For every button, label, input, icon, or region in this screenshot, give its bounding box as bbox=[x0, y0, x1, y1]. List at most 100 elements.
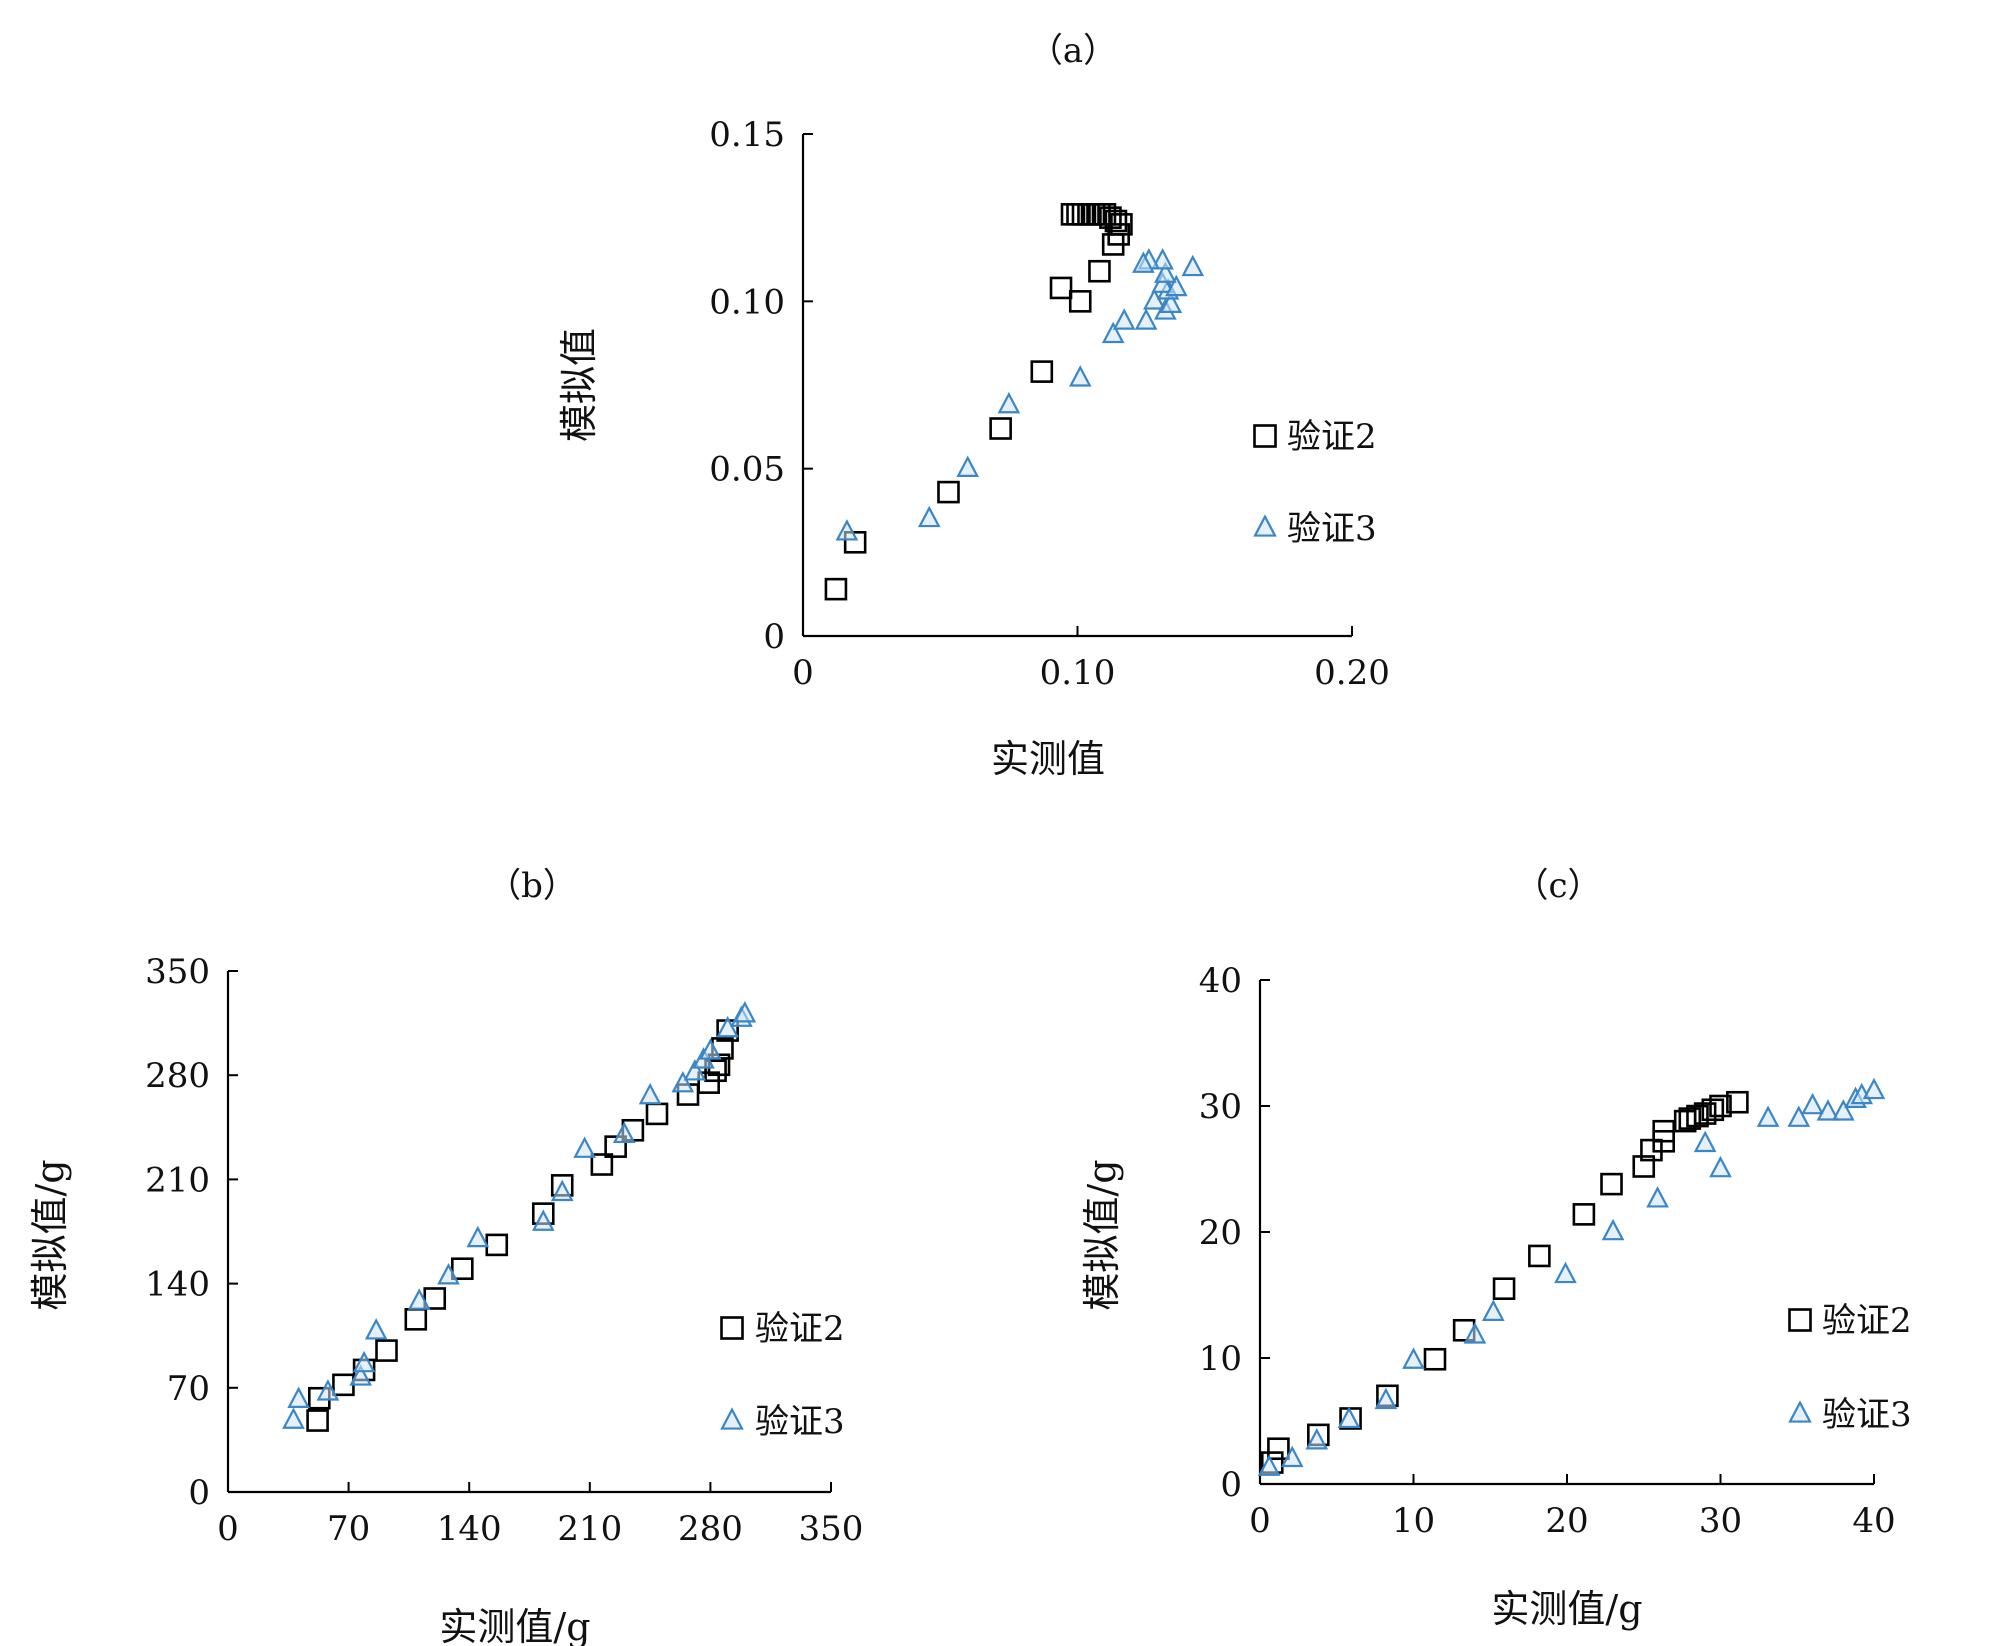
data-point bbox=[1088, 259, 1111, 283]
legend-label: 验证3 bbox=[755, 1402, 845, 1442]
x-tick-label: 10 bbox=[1392, 1501, 1435, 1541]
legend-label: 验证3 bbox=[1822, 1395, 1912, 1435]
panel-label: （a） bbox=[1029, 31, 1117, 71]
data-point bbox=[1492, 1277, 1516, 1300]
data-point bbox=[989, 417, 1012, 440]
data-point bbox=[1112, 308, 1136, 330]
data-point bbox=[573, 1136, 596, 1158]
data-point bbox=[1068, 290, 1092, 313]
x-tick-label: 20 bbox=[1545, 1501, 1588, 1541]
data-point bbox=[531, 1209, 555, 1231]
panel-label: （c） bbox=[1514, 866, 1601, 906]
data-point bbox=[1030, 360, 1054, 383]
data-point bbox=[1678, 1107, 1702, 1130]
data-point bbox=[1756, 1105, 1780, 1127]
data-point bbox=[437, 1263, 460, 1285]
legend-marker bbox=[720, 1316, 744, 1340]
chart-panel-a: （a） 0 0.10 0.20 0 0.05 0.10 0.15 实测值 模拟值 验证2 验证3 bbox=[557, 31, 1390, 781]
data-point bbox=[1787, 1105, 1811, 1127]
legend: 验证2 验证3 bbox=[1253, 417, 1377, 549]
x-tick-label: 0.10 bbox=[1040, 653, 1116, 693]
y-tick-label: 280 bbox=[145, 1056, 210, 1096]
data-point bbox=[1572, 1203, 1596, 1226]
data-point bbox=[1726, 1090, 1749, 1114]
legend: 验证2 验证3 bbox=[1788, 1301, 1912, 1435]
data-point bbox=[1374, 1387, 1398, 1410]
y-tick-label: 40 bbox=[1199, 961, 1242, 1001]
x-tick-label: 0.20 bbox=[1314, 653, 1390, 693]
legend-label: 验证2 bbox=[755, 1309, 845, 1349]
y-tick-label: 350 bbox=[145, 952, 210, 992]
y-tick-label: 10 bbox=[1199, 1339, 1242, 1379]
data-point bbox=[1267, 1437, 1290, 1461]
data-point bbox=[835, 519, 859, 541]
data-point bbox=[1159, 291, 1183, 313]
data-point bbox=[1132, 251, 1155, 273]
y-tick-label: 20 bbox=[1199, 1213, 1242, 1253]
data-point bbox=[1305, 1428, 1329, 1450]
data-point bbox=[1801, 1092, 1824, 1115]
x-tick-label: 140 bbox=[437, 1509, 502, 1549]
data-point bbox=[364, 1318, 388, 1340]
legend-marker bbox=[1253, 424, 1277, 448]
data-point bbox=[733, 1001, 757, 1023]
legend-marker bbox=[1788, 1400, 1812, 1423]
legend-marker bbox=[720, 1407, 744, 1430]
data-point bbox=[590, 1153, 614, 1176]
series-2-points bbox=[1260, 1090, 1749, 1474]
data-point bbox=[1337, 1406, 1361, 1429]
x-axis-title: 实测值 bbox=[991, 737, 1105, 781]
data-point bbox=[306, 1409, 329, 1432]
data-point bbox=[683, 1059, 707, 1081]
legend-label: 验证3 bbox=[1287, 509, 1377, 549]
x-axis-title: 实测值/g bbox=[1491, 1587, 1642, 1631]
y-tick-label: 70 bbox=[167, 1369, 210, 1409]
data-point bbox=[917, 505, 941, 528]
data-point bbox=[404, 1308, 428, 1331]
data-point bbox=[1101, 321, 1125, 344]
data-point bbox=[1686, 1104, 1709, 1128]
x-tick-label: 0 bbox=[792, 653, 814, 693]
series-3-points bbox=[282, 1001, 757, 1429]
data-point bbox=[1701, 1098, 1725, 1122]
data-point bbox=[1554, 1261, 1577, 1284]
y-tick-label: 30 bbox=[1199, 1087, 1242, 1127]
x-tick-label: 0 bbox=[1249, 1501, 1271, 1541]
y-tick-label: 210 bbox=[145, 1160, 210, 1200]
data-point bbox=[407, 1288, 431, 1310]
y-tick-label: 0.05 bbox=[709, 450, 785, 490]
x-tick-label: 210 bbox=[557, 1509, 622, 1549]
data-point bbox=[716, 1015, 739, 1038]
series-3-points bbox=[835, 248, 1205, 541]
x-tick-label: 350 bbox=[799, 1509, 864, 1549]
data-point bbox=[1693, 1102, 1717, 1125]
legend-marker bbox=[1788, 1308, 1812, 1332]
data-point bbox=[1816, 1099, 1840, 1121]
y-tick-label: 0 bbox=[188, 1473, 210, 1513]
data-point bbox=[1709, 1094, 1732, 1118]
data-point bbox=[1402, 1347, 1425, 1369]
data-point bbox=[604, 1135, 627, 1158]
legend: 验证2 验证3 bbox=[720, 1309, 845, 1442]
data-point bbox=[1164, 274, 1188, 297]
data-point bbox=[1646, 1186, 1669, 1208]
data-point bbox=[1831, 1099, 1855, 1121]
x-tick-label: 280 bbox=[678, 1509, 743, 1549]
chart-panel-b: （b） 0 70 140 210 280 350 0 70 140 210 280 350 实测值/g 模拟… bbox=[28, 866, 863, 1646]
y-axis-title: 模拟值/g bbox=[28, 1159, 72, 1310]
data-point bbox=[1339, 1407, 1362, 1430]
data-point bbox=[349, 1364, 372, 1386]
x-tick-label: 40 bbox=[1852, 1501, 1895, 1541]
data-point bbox=[282, 1407, 305, 1429]
data-point bbox=[1463, 1322, 1487, 1344]
y-axis-title: 模拟值/g bbox=[1080, 1159, 1124, 1310]
data-point bbox=[451, 1257, 474, 1281]
data-point bbox=[1632, 1155, 1656, 1178]
data-point bbox=[1709, 1155, 1732, 1178]
panel-label: （b） bbox=[487, 866, 577, 906]
y-axis-title: 模拟值 bbox=[557, 328, 601, 442]
y-tick-label: 0 bbox=[763, 617, 785, 657]
x-tick-label: 0 bbox=[217, 1509, 239, 1549]
data-point bbox=[645, 1102, 669, 1126]
